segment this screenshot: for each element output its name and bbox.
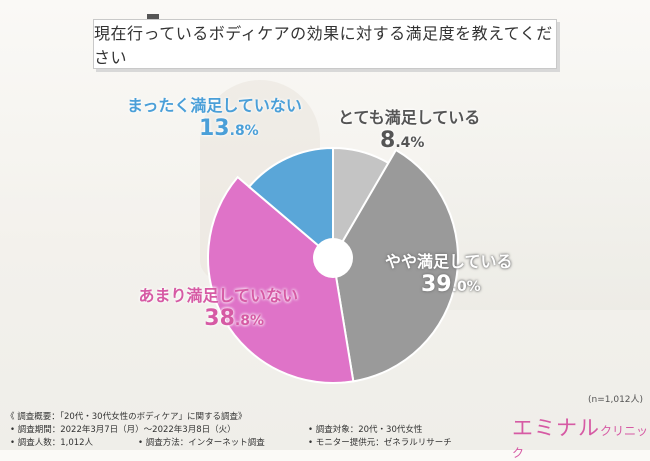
survey-period: • 調査期間：2022年3月7日（月）〜2022年3月8日（火） [10,425,236,435]
slice-somewhat-satisfied [331,148,459,383]
title-box: 現在行っているボディケアの効果に対する満足度を教えてください [93,19,557,69]
survey-target: • 調査対象：20代・30代女性 [308,425,423,435]
survey-method: • 調査方法：インターネット調査 [138,438,265,448]
logo-main: エミナル [512,416,600,440]
label-very-satisfied-name: とても満足している [338,108,481,127]
slice-not-very-satisfied [207,175,355,384]
label-not-very-satisfied: あまり満足していない 38.8% [128,282,298,331]
label-somewhat-satisfied: やや満足している 39.0% [385,248,513,297]
survey-heading: 《 調査概要：「20代・30代女性のボディケア」に関する調査》 [6,412,247,422]
slice-not-at-all-satisfied [247,146,334,261]
sample-size: (n=1,012人) [588,395,644,405]
survey-respondents: • 調査人数：1,012人 [10,438,94,448]
value-text: 38.8% [204,306,264,331]
pie-chart [207,146,459,384]
label-somewhat-satisfied-value: 39.0% [421,272,513,297]
label-not-at-all-satisfied: まったく満足していない 13.8% [127,92,302,141]
chart-title: 現在行っているボディケアの効果に対する満足度を教えてください [94,24,553,67]
logo: エミナルクリニック [512,412,650,461]
value-text: 8.4% [380,128,425,153]
label-not-very-satisfied-name: あまり満足していない [138,286,298,305]
title-decoration [147,14,159,20]
label-very-satisfied-value: 8.4% [380,128,480,153]
donut-hole [313,238,353,278]
label-not-at-all-satisfied-value: 13.8% [199,116,302,141]
label-somewhat-satisfied-name: やや満足している [385,252,513,271]
value-text: 13.8% [199,116,259,141]
label-not-at-all-satisfied-name: まったく満足していない [127,96,302,115]
value-text: 39.0% [421,272,481,297]
survey-provider: • モニター提供元：ゼネラルリサーチ [308,438,452,448]
label-not-very-satisfied-value: 38.8% [128,306,264,331]
background-window [430,70,650,310]
label-very-satisfied: とても満足している 8.4% [338,104,480,153]
